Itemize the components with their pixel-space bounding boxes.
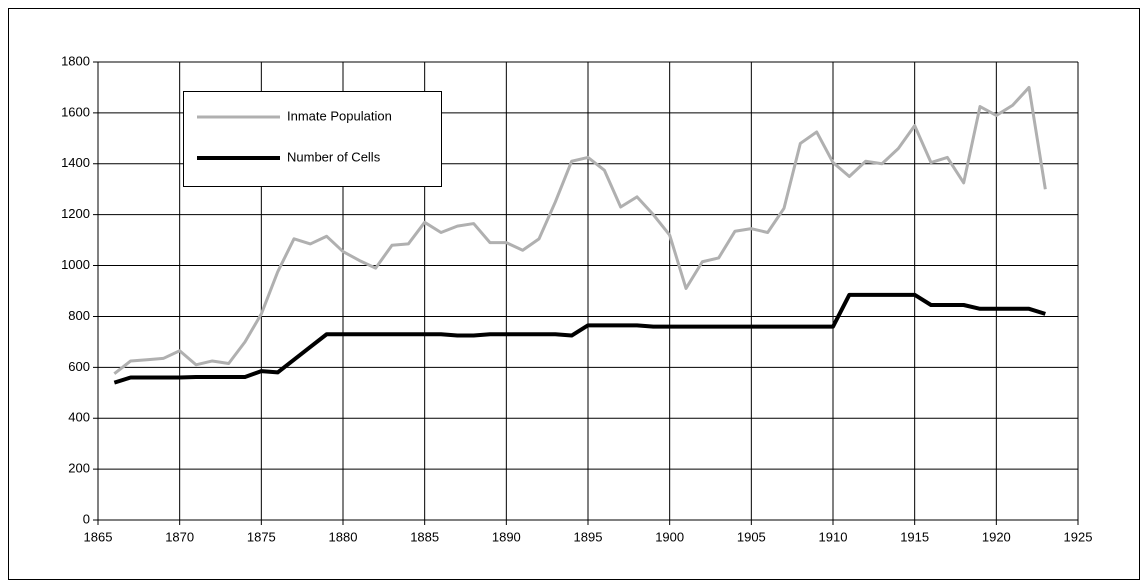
legend-label: Inmate Population — [287, 108, 392, 123]
x-tick-label: 1870 — [165, 529, 194, 544]
x-tick-label: 1925 — [1064, 529, 1093, 544]
y-tick-label: 1400 — [61, 155, 90, 170]
x-tick-label: 1900 — [655, 529, 684, 544]
x-tick-label: 1890 — [492, 529, 521, 544]
y-tick-label: 600 — [68, 359, 90, 374]
line-series — [113, 292, 1046, 385]
x-tick-label: 1895 — [574, 529, 603, 544]
x-tick-label: 1875 — [247, 529, 276, 544]
y-tick-label: 200 — [68, 461, 90, 476]
y-tick-label: 1800 — [61, 53, 90, 68]
y-tick-label: 1200 — [61, 206, 90, 221]
x-tick-label: 1885 — [410, 529, 439, 544]
x-tick-label: 1920 — [982, 529, 1011, 544]
x-tick-label: 1865 — [84, 529, 113, 544]
y-tick-label: 800 — [68, 308, 90, 323]
x-tick-label: 1905 — [737, 529, 766, 544]
x-tick-label: 1880 — [329, 529, 358, 544]
x-tick-label: 1915 — [900, 529, 929, 544]
chart-border — [8, 8, 1140, 580]
y-tick-label: 1600 — [61, 104, 90, 119]
y-tick-label: 400 — [68, 410, 90, 425]
line-series — [113, 85, 1047, 375]
legend-label: Number of Cells — [287, 149, 381, 164]
x-tick-label: 1910 — [819, 529, 848, 544]
legend-box — [183, 91, 442, 187]
y-tick-label: 1000 — [61, 257, 90, 272]
y-tick-label: 0 — [83, 511, 90, 526]
